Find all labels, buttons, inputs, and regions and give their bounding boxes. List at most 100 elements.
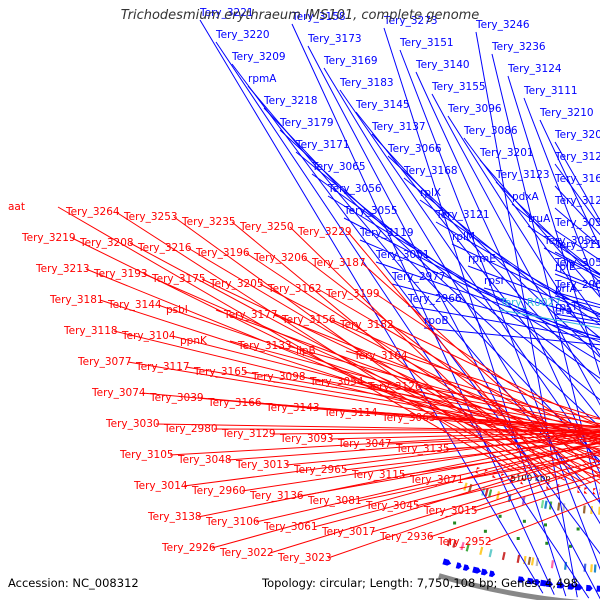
gene-label[interactable]: Tery_3220 <box>215 29 270 41</box>
gene-label[interactable]: Tery_3221 <box>199 7 254 19</box>
forward-gene-arrow[interactable] <box>472 566 482 574</box>
gene-label[interactable]: Tery_3106 <box>205 516 260 528</box>
forward-gene-arrow[interactable] <box>442 558 452 566</box>
gene-label[interactable]: Tery_3216 <box>137 242 192 254</box>
forward-gene-arrow[interactable] <box>526 577 535 585</box>
gene-label[interactable]: aat <box>8 201 25 213</box>
gene-label[interactable]: prfA <box>555 283 578 295</box>
gene-label[interactable]: Tery_3206 <box>253 252 308 264</box>
gene-label[interactable]: Tery_3273 <box>383 15 438 27</box>
forward-gene-arrow[interactable] <box>489 570 496 578</box>
gene-label[interactable]: Tery_3219 <box>21 232 76 244</box>
gene-label[interactable]: Tery_3213 <box>35 263 90 275</box>
gene-label[interactable]: Tery_3138 <box>147 511 202 523</box>
gene-label[interactable]: Tery_3145 <box>355 99 410 111</box>
gene-label[interactable]: Tery_3022 <box>219 547 274 559</box>
gene-label[interactable]: Tery_3105 <box>119 449 174 461</box>
gene-label[interactable]: Tery_3117 <box>135 361 190 373</box>
gene-label[interactable]: Tery_3187 <box>311 257 366 269</box>
reverse-gene-arrow[interactable] <box>475 467 481 474</box>
gene-label[interactable]: Tery_3135 <box>395 443 450 455</box>
gene-label[interactable]: Tery_3118 <box>63 325 118 337</box>
gene-label[interactable]: Tery_3115 <box>351 469 406 481</box>
gene-label[interactable]: Tery_3054 <box>309 376 364 388</box>
gene-label[interactable]: Tery_3173 <box>307 33 362 45</box>
gene-label[interactable]: Tery_3039 <box>149 392 204 404</box>
gene-label[interactable]: Tery_3065 <box>311 161 366 173</box>
gene-label[interactable]: Tery_3061 <box>263 521 318 533</box>
forward-gene-arrow[interactable] <box>462 564 470 571</box>
gene-label[interactable]: Tery_3155 <box>431 81 486 93</box>
gene-label[interactable]: Tery_3121 <box>435 209 490 221</box>
gene-label[interactable]: Tery_3210 <box>539 107 594 119</box>
gene-label[interactable]: Tery_3098 <box>251 371 306 383</box>
gene-label[interactable]: Tery_3177 <box>223 309 278 321</box>
gene-label[interactable]: Tery_2966 <box>407 293 462 305</box>
gene-label[interactable]: Tery_3111 <box>523 85 578 97</box>
gene-label[interactable]: rpsT <box>555 301 578 313</box>
gene-label[interactable]: Tery_3196 <box>195 247 250 259</box>
gene-label[interactable]: Tery_3253 <box>123 211 178 223</box>
gene-label[interactable]: Tery_3017 <box>321 526 376 538</box>
gene-labels[interactable]: Tery_3221 Tery_3158 Tery_3273 Tery_3246 Tery… <box>8 7 600 564</box>
gene-label[interactable]: Tery_3015 <box>423 505 478 517</box>
gene-label[interactable]: Tery_2969 <box>554 279 600 291</box>
gene-label[interactable]: Tery_3112 <box>554 239 600 251</box>
gene-label[interactable]: Tery_3066 <box>387 143 442 155</box>
gene-label[interactable]: Tery_3133 <box>237 340 292 352</box>
gene-label[interactable]: Tery_3126 <box>367 381 422 393</box>
gene-label[interactable]: rpmA <box>248 73 277 85</box>
gene-label[interactable]: Tery_3137 <box>371 121 426 133</box>
gene-label[interactable]: Tery_3156 <box>281 314 336 326</box>
gene-label[interactable]: Tery_R0027 <box>499 297 561 309</box>
gene-label[interactable]: rpmE <box>468 253 496 265</box>
gene-label[interactable]: Tery_3235 <box>181 216 236 228</box>
gene-label[interactable]: Tery_3055 <box>343 205 398 217</box>
gene-label[interactable]: Tery_3167 <box>554 173 600 185</box>
forward-gene-arrow[interactable] <box>480 568 488 576</box>
gene-label[interactable]: Tery_3051 <box>375 249 430 261</box>
gene-label[interactable]: Tery_3013 <box>235 459 290 471</box>
reverse-gene-arrow[interactable] <box>584 487 588 494</box>
gene-label[interactable]: Tery_3181 <box>49 294 104 306</box>
forward-gene-arrow[interactable] <box>586 584 593 592</box>
gene-label[interactable]: rpoB <box>424 315 449 327</box>
gene-label[interactable]: Tery_3052 <box>543 235 598 247</box>
gene-label[interactable]: Tery_3162 <box>267 283 322 295</box>
gene-label[interactable]: Tery_3164 <box>353 350 408 362</box>
gene-label[interactable]: Tery_3208 <box>79 237 134 249</box>
gene-label[interactable]: Tery_3114 <box>323 407 378 419</box>
gene-label[interactable]: Tery_3166 <box>207 397 262 409</box>
gene-label[interactable]: Tery_3123 <box>495 169 550 181</box>
gene-label[interactable]: Tery_3045 <box>365 500 420 512</box>
gene-label[interactable]: Tery_3030 <box>105 418 160 430</box>
gene-label[interactable]: Tery_3014 <box>133 480 188 492</box>
forward-gene-arrow[interactable] <box>567 583 576 590</box>
gene-label[interactable]: Tery_3144 <box>107 299 162 311</box>
gene-label[interactable]: rplM <box>452 231 475 243</box>
gene-label[interactable]: Tery_3183 <box>339 77 394 89</box>
gene-label[interactable]: Tery_3165 <box>193 366 248 378</box>
gene-label[interactable]: Tery_3218 <box>263 95 318 107</box>
gene-label[interactable]: Tery_3158 <box>291 11 346 23</box>
reverse-gene-arrow[interactable] <box>492 471 498 479</box>
gene-label[interactable]: Tery_2926 <box>161 542 216 554</box>
reverse-gene-arrow[interactable] <box>546 482 550 489</box>
gene-label[interactable]: lipB <box>296 345 316 357</box>
forward-gene-arrow[interactable] <box>455 562 462 569</box>
gene-label[interactable]: Tery_3048 <box>177 454 232 466</box>
gene-label[interactable]: Tery_3124 <box>507 63 562 75</box>
gene-label[interactable]: Tery_3205 <box>209 278 264 290</box>
gene-label[interactable]: rpsI <box>484 275 504 287</box>
gene-label[interactable]: Tery_3122 <box>554 195 600 207</box>
gene-label[interactable]: Tery_3168 <box>403 165 458 177</box>
gene-label[interactable]: era <box>555 305 572 317</box>
gene-label[interactable]: Tery_3209 <box>231 51 286 63</box>
gene-label[interactable]: Tery_3093 <box>279 433 334 445</box>
gene-label[interactable]: Tery_3201 <box>479 147 534 159</box>
gene-label[interactable]: Tery_3104 <box>121 330 176 342</box>
gene-label[interactable]: Tery_3023 <box>277 552 332 564</box>
gene-label[interactable]: Tery_3179 <box>279 117 334 129</box>
reverse-gene-arrow[interactable] <box>520 478 525 485</box>
gene-label[interactable]: Tery_3250 <box>239 221 294 233</box>
